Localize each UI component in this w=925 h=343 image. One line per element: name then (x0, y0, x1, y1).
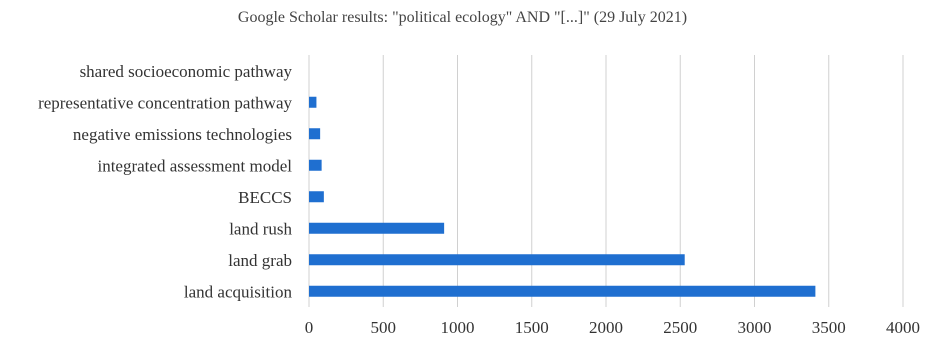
category-label: shared socioeconomic pathway (80, 62, 293, 81)
category-label: land rush (229, 219, 292, 238)
x-tick-label: 3000 (738, 318, 772, 337)
category-label: negative emissions technologies (73, 125, 292, 144)
x-tick-label: 3500 (812, 318, 846, 337)
bar (309, 96, 317, 108)
bar (309, 128, 321, 140)
category-labels: shared socioeconomic pathway representati… (38, 62, 292, 302)
category-label: land grab (228, 251, 292, 270)
bar (309, 159, 322, 171)
category-label: representative concentration pathway (38, 93, 292, 112)
x-axis-tick-labels: 0 500 1000 1500 2000 2500 3000 3500 4000 (305, 318, 920, 337)
x-tick-label: 4000 (886, 318, 920, 337)
category-label: integrated assessment model (97, 156, 292, 175)
x-tick-label: 0 (305, 318, 314, 337)
x-tick-label: 1500 (515, 318, 549, 337)
bars (309, 96, 816, 297)
bar (309, 285, 816, 297)
x-tick-label: 2500 (663, 318, 697, 337)
x-tick-label: 2000 (589, 318, 623, 337)
bar (309, 254, 685, 266)
chart-title: Google Scholar results: "political ecolo… (237, 9, 688, 26)
bar (309, 191, 324, 203)
category-label: land acquisition (184, 282, 293, 301)
x-tick-label: 500 (371, 318, 397, 337)
x-tick-label: 1000 (441, 318, 475, 337)
bar (309, 222, 445, 234)
category-label: BECCS (238, 188, 292, 207)
gridlines (308, 55, 904, 307)
